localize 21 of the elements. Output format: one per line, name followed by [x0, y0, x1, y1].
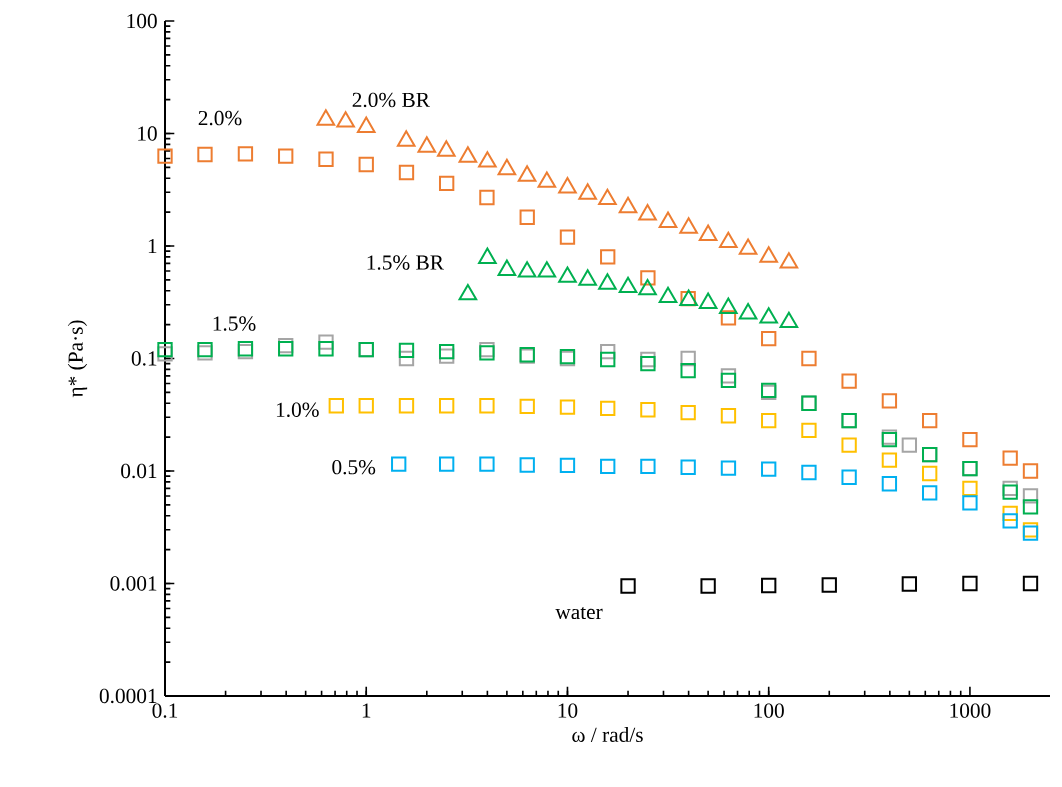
- series-label: 1.5%: [213, 316, 256, 331]
- y-tick-label: 1: [148, 238, 157, 254]
- x-tick-label: 1: [362, 703, 371, 718]
- x-tick-label: 0.1: [152, 703, 178, 718]
- x-tick-label: 100: [754, 703, 784, 718]
- series-label: 1.5% BR: [367, 255, 444, 270]
- y-tick-label: 0.01: [121, 463, 157, 479]
- y-tick-label: 100: [127, 13, 157, 29]
- x-axis-title: ω / rad/s: [572, 727, 643, 743]
- series-label: 2.0% BR: [352, 92, 430, 108]
- series-label: 2.0%: [198, 110, 242, 126]
- series-label: water: [555, 606, 603, 620]
- series-label: 1.0%: [276, 402, 319, 418]
- series-label: 0.5%: [332, 459, 376, 475]
- y-axis-title: η* (Pa·s): [67, 320, 88, 398]
- y-tick-label: 0.0001: [99, 688, 157, 704]
- x-tick-label: 10: [558, 703, 578, 718]
- x-tick-label: 1000: [950, 703, 991, 718]
- y-tick-label: 0.001: [110, 576, 157, 591]
- y-tick-label: 10: [138, 126, 157, 141]
- y-tick-label: 0.1: [131, 351, 157, 366]
